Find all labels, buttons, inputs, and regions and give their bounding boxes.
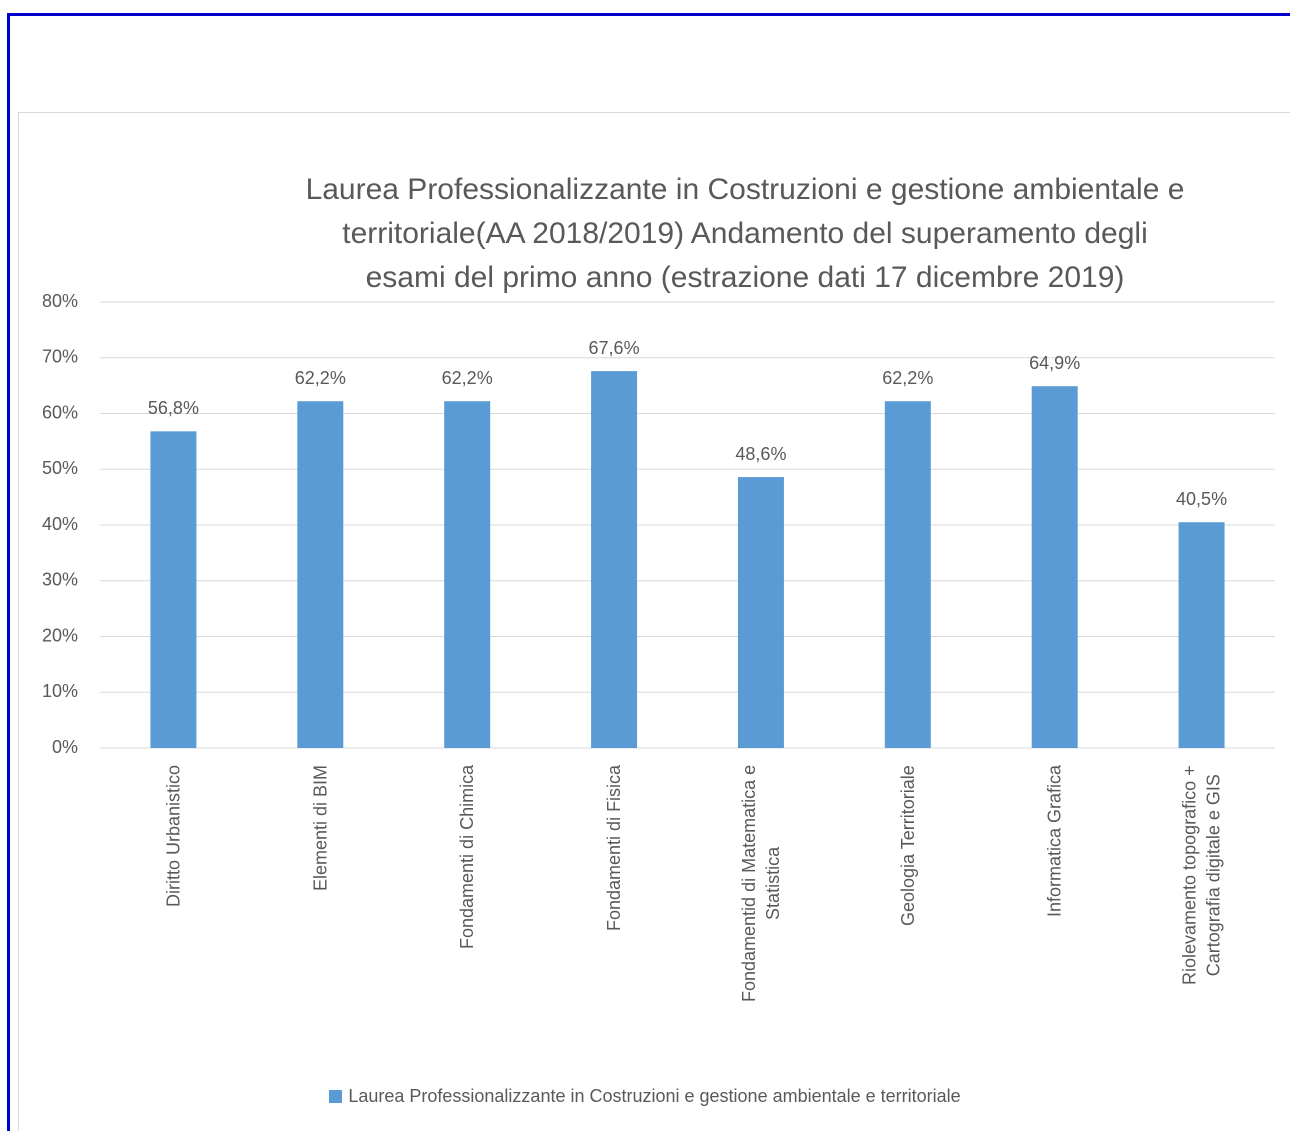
data-label: 62,2% bbox=[442, 368, 493, 388]
x-tick-label: Fondamentid di Matematica e Statistica bbox=[738, 764, 783, 1002]
legend-label: Laurea Professionalizzante in Costruzion… bbox=[348, 1086, 961, 1106]
legend: Laurea Professionalizzante in Costruzion… bbox=[0, 1086, 1290, 1107]
bar bbox=[884, 401, 931, 748]
y-tick-label: 40% bbox=[42, 514, 78, 534]
bar bbox=[444, 401, 491, 748]
x-tick-label: Fondamenti di Chimica bbox=[457, 764, 478, 949]
y-tick-label: 70% bbox=[42, 347, 78, 367]
y-tick-label: 20% bbox=[42, 625, 78, 645]
x-tick-label: Geologia Territoriale bbox=[897, 765, 918, 926]
data-label: 48,6% bbox=[735, 444, 786, 464]
bar bbox=[591, 371, 638, 748]
x-tick-label: Informatica Grafica bbox=[1044, 764, 1065, 917]
bar bbox=[1031, 386, 1078, 748]
bar bbox=[297, 401, 344, 748]
y-tick-label: 0% bbox=[52, 737, 78, 757]
chart-area bbox=[18, 112, 1290, 1131]
x-tick-label: Elementi di BIM bbox=[310, 764, 331, 891]
y-tick-label: 10% bbox=[42, 681, 78, 701]
frame-border bbox=[8, 13, 1290, 16]
x-tick-label: Riolevamento topografico + Cartografia d… bbox=[1179, 765, 1224, 985]
data-label: 62,2% bbox=[882, 368, 933, 388]
data-label: 64,9% bbox=[1029, 353, 1080, 373]
y-tick-label: 50% bbox=[42, 458, 78, 478]
y-tick-label: 80% bbox=[42, 291, 78, 311]
y-tick-label: 30% bbox=[42, 570, 78, 590]
chart-title: Laurea Professionalizzante in Costruzion… bbox=[305, 173, 1185, 294]
frame-border bbox=[7, 13, 10, 1131]
y-tick-label: 60% bbox=[42, 402, 78, 422]
data-label: 67,6% bbox=[589, 338, 640, 358]
bar bbox=[737, 477, 784, 748]
x-tick-label: Diritto Urbanistico bbox=[163, 764, 184, 907]
data-label: 56,8% bbox=[148, 398, 199, 418]
legend-swatch bbox=[329, 1090, 343, 1103]
bar bbox=[1178, 522, 1225, 748]
data-label: 62,2% bbox=[295, 368, 346, 388]
data-label: 40,5% bbox=[1176, 489, 1227, 509]
x-tick-label: Fondamenti di Fisica bbox=[604, 764, 625, 931]
bar bbox=[150, 431, 197, 748]
